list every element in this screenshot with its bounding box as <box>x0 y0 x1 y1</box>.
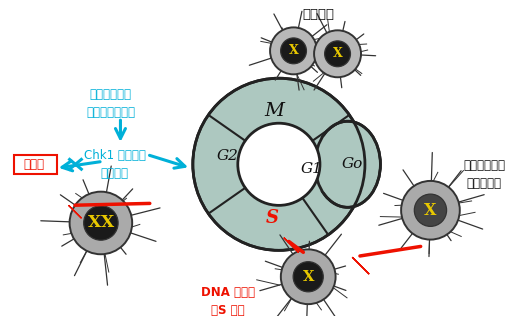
Polygon shape <box>352 257 369 274</box>
Circle shape <box>401 181 460 240</box>
Text: G1: G1 <box>301 162 322 176</box>
Text: X: X <box>289 44 299 57</box>
Circle shape <box>414 194 447 226</box>
Ellipse shape <box>307 136 345 192</box>
Circle shape <box>314 30 361 77</box>
Text: 適切な濃度の
カンプトテシン: 適切な濃度の カンプトテシン <box>86 88 135 119</box>
Circle shape <box>69 192 132 254</box>
Circle shape <box>281 38 306 64</box>
Circle shape <box>84 206 118 240</box>
Text: 脳梗塞モデル
ニューロン: 脳梗塞モデル ニューロン <box>463 159 505 190</box>
Text: DNA の複製
（S 期）: DNA の複製 （S 期） <box>201 286 255 317</box>
Text: M: M <box>264 102 284 120</box>
Ellipse shape <box>315 121 380 207</box>
Polygon shape <box>69 205 82 218</box>
Text: S: S <box>266 209 279 227</box>
Text: 細胞分裂: 細胞分裂 <box>302 8 334 21</box>
Circle shape <box>238 123 320 205</box>
Text: G2: G2 <box>216 149 238 163</box>
Text: 細胞死: 細胞死 <box>24 158 45 171</box>
Text: X: X <box>101 214 115 232</box>
Circle shape <box>193 78 365 250</box>
Circle shape <box>325 41 351 67</box>
Text: X: X <box>87 214 101 232</box>
Circle shape <box>281 249 336 304</box>
Circle shape <box>270 27 317 74</box>
Circle shape <box>293 262 323 292</box>
Text: X: X <box>424 202 437 219</box>
Polygon shape <box>284 238 299 253</box>
Text: X: X <box>333 47 342 60</box>
Text: Chk1 キナーゼ
の活性化: Chk1 キナーゼ の活性化 <box>84 149 145 180</box>
Text: Go: Go <box>342 157 363 171</box>
Text: X: X <box>302 270 314 284</box>
